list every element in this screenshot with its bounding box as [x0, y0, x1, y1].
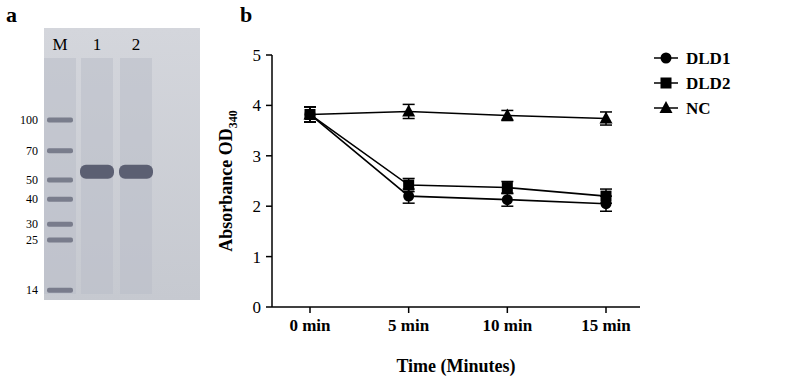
gel-band [47, 222, 73, 227]
lane-label: 1 [93, 35, 102, 54]
y-axis-label: Absorbance OD340 [216, 110, 240, 252]
series-line [310, 111, 606, 118]
error-cap [600, 188, 612, 190]
marker-label: 30 [26, 217, 38, 231]
error-cap [403, 118, 415, 120]
legend-marker [661, 78, 672, 89]
x-axis-label: Time (Minutes) [396, 356, 515, 377]
x-tick-label: 10 min [483, 316, 533, 335]
gel-band [119, 165, 153, 179]
legend-label: NC [686, 99, 711, 118]
data-point [501, 108, 514, 120]
error-cap [403, 202, 415, 204]
y-tick [266, 306, 272, 308]
x-tick [309, 307, 311, 313]
x-tick [408, 307, 410, 313]
error-cap [403, 178, 415, 180]
panel-label: b [240, 2, 252, 27]
gel-background [44, 28, 200, 300]
x-tick-label: 15 min [581, 316, 631, 335]
marker-label: 70 [26, 144, 38, 158]
error-cap [501, 181, 513, 183]
series-line [310, 114, 606, 203]
error-cap [403, 191, 415, 193]
y-tick [266, 105, 272, 107]
legend-label: DLD2 [686, 74, 730, 93]
y-tick [266, 54, 272, 56]
x-tick [507, 307, 509, 313]
gel-band [47, 118, 73, 123]
data-point [600, 112, 613, 124]
error-cap [304, 121, 316, 123]
error-cap [304, 121, 316, 123]
gel-band [47, 148, 73, 153]
gel-lane [120, 58, 152, 294]
data-point [304, 107, 317, 119]
x-tick-label: 5 min [388, 316, 430, 335]
error-cap [304, 106, 316, 108]
gel-band [47, 288, 73, 293]
y-axis [271, 55, 273, 307]
y-tick-label: 5 [253, 46, 262, 65]
error-bar [600, 112, 612, 125]
plot-area [304, 104, 613, 211]
x-tick [605, 307, 607, 313]
error-cap [600, 210, 612, 212]
legend-marker [661, 53, 672, 64]
error-bar [501, 182, 513, 194]
data-point [402, 104, 415, 116]
error-cap [600, 202, 612, 204]
y-tick-label: 1 [253, 248, 262, 267]
data-point [601, 191, 612, 202]
y-tick-label: 4 [253, 96, 262, 115]
error-bar [403, 178, 415, 191]
panel-label: a [6, 2, 17, 27]
figure: a M 1 2 100 70 50 40 30 25 14 b 0 1 2 3 4 5 0 min 5 min 10 m… [0, 0, 800, 385]
marker-label: 100 [20, 113, 38, 127]
error-bar [600, 189, 612, 203]
gel-lane [44, 58, 76, 294]
error-cap [600, 124, 612, 126]
lane-label: 2 [132, 35, 141, 54]
gel-band [47, 178, 73, 183]
x-tick-label: 0 min [289, 316, 331, 335]
y-tick-label: 2 [253, 197, 262, 216]
x-axis [272, 306, 640, 308]
marker-label: 50 [26, 173, 38, 187]
series-line [310, 114, 606, 196]
y-tick [266, 155, 272, 157]
data-point [403, 191, 414, 202]
data-point [502, 182, 513, 193]
error-cap [304, 121, 316, 123]
y-tick [266, 256, 272, 258]
marker-label: 40 [26, 192, 38, 206]
y-tick [266, 205, 272, 207]
error-cap [501, 205, 513, 207]
legend-label: DLD1 [686, 49, 730, 68]
data-point [403, 180, 414, 191]
gel-band [47, 197, 73, 202]
marker-label: 25 [26, 233, 38, 247]
gel-band [47, 238, 73, 243]
y-tick-label: 0 [253, 298, 262, 317]
y-tick-label: 3 [253, 147, 262, 166]
error-cap [304, 106, 316, 108]
error-bar [403, 104, 415, 118]
error-cap [501, 193, 513, 195]
error-cap [304, 106, 316, 108]
error-bar [501, 193, 513, 206]
error-bar [403, 189, 415, 203]
marker-label: 14 [26, 283, 38, 297]
error-bar [304, 107, 316, 122]
data-point [502, 194, 513, 205]
lane-label: M [52, 35, 67, 54]
gel-band [80, 165, 114, 179]
gel-lane [81, 58, 113, 294]
legend-marker [660, 101, 673, 113]
